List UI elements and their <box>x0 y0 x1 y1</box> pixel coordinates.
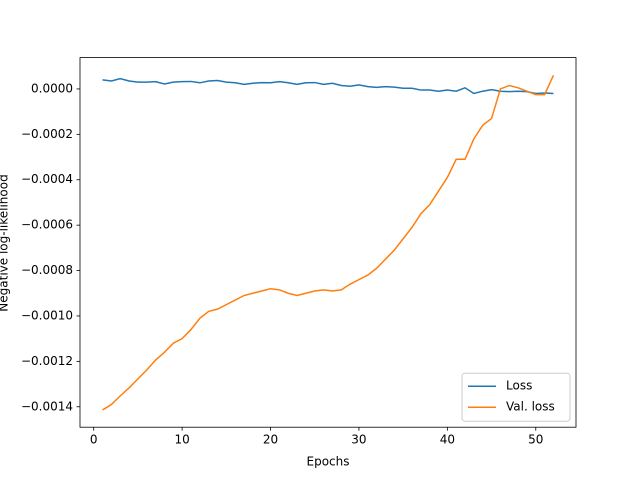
legend-box <box>461 372 571 422</box>
y-axis-label: Negative log-likelihood <box>0 174 11 311</box>
axes-frame <box>79 57 577 428</box>
y-tick-label: −0.0010 <box>21 308 73 322</box>
y-tick-label: −0.0002 <box>21 127 73 141</box>
legend-label: Val. loss <box>506 400 555 414</box>
legend-label: Loss <box>506 379 532 393</box>
x-tick-label: 30 <box>351 433 366 447</box>
y-tick-label: −0.0004 <box>21 172 73 186</box>
x-tick-label: 0 <box>90 433 98 447</box>
y-tick-label: −0.0006 <box>21 218 73 232</box>
y-tick-label: −0.0008 <box>21 263 73 277</box>
data-line <box>102 74 555 411</box>
x-tick-label: 20 <box>263 433 278 447</box>
y-tick-label: −0.0012 <box>21 354 73 368</box>
x-tick-label: 40 <box>440 433 455 447</box>
data-line <box>102 77 554 95</box>
y-tick-label: −0.0014 <box>21 399 73 413</box>
x-axis-label: Epochs <box>307 455 350 469</box>
x-tick-label: 10 <box>174 433 189 447</box>
y-tick-label: 0.0000 <box>31 81 73 95</box>
x-tick-label: 50 <box>528 433 543 447</box>
